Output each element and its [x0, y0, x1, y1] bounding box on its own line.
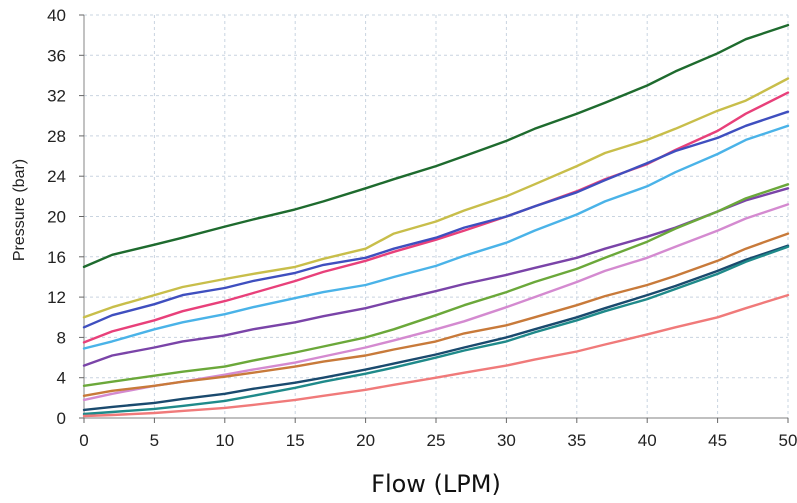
- series-line-6: [82, 187, 790, 367]
- y-tick-label: 0: [57, 409, 66, 428]
- series-layer: [82, 23, 790, 418]
- x-tick-label: 35: [567, 431, 586, 450]
- x-tick-label: 50: [779, 431, 797, 450]
- y-axis-label: Pressure (bar): [11, 159, 28, 261]
- x-tick-label: 0: [79, 431, 88, 450]
- series-line-2: [82, 77, 790, 319]
- x-axis-label: Flow (LPM): [371, 470, 501, 498]
- y-tick-label: 16: [47, 248, 66, 267]
- x-tick-label: 5: [150, 431, 159, 450]
- x-tick-label: 25: [427, 431, 446, 450]
- series-line-5: [82, 124, 790, 350]
- series-line-10: [82, 244, 790, 412]
- series-line-11: [82, 245, 790, 416]
- y-tick-label: 20: [47, 208, 66, 227]
- series-line-12: [82, 293, 790, 418]
- x-tick-label: 30: [497, 431, 516, 450]
- series-line-4: [82, 110, 790, 329]
- y-tick-label: 12: [47, 288, 66, 307]
- x-tick-label: 15: [286, 431, 305, 450]
- y-tick-label: 40: [47, 6, 66, 25]
- y-tick-label: 8: [57, 328, 66, 347]
- series-line-9: [82, 232, 790, 397]
- y-tick-label: 28: [47, 127, 66, 146]
- tick-labels: 0 5 10 15 20 25 30 35 40 45 50 0 4 8 12 16 20 24 28 32 36 40: [47, 6, 797, 450]
- y-tick-label: 4: [57, 369, 66, 388]
- x-tick-label: 40: [638, 431, 657, 450]
- y-tick-label: 24: [47, 167, 66, 186]
- series-line-7: [82, 183, 790, 387]
- y-tick-label: 32: [47, 87, 66, 106]
- y-tick-label: 36: [47, 46, 66, 65]
- series-line-1: [82, 23, 790, 269]
- x-tick-label: 45: [708, 431, 727, 450]
- x-tick-label: 10: [215, 431, 234, 450]
- x-tick-label: 20: [356, 431, 375, 450]
